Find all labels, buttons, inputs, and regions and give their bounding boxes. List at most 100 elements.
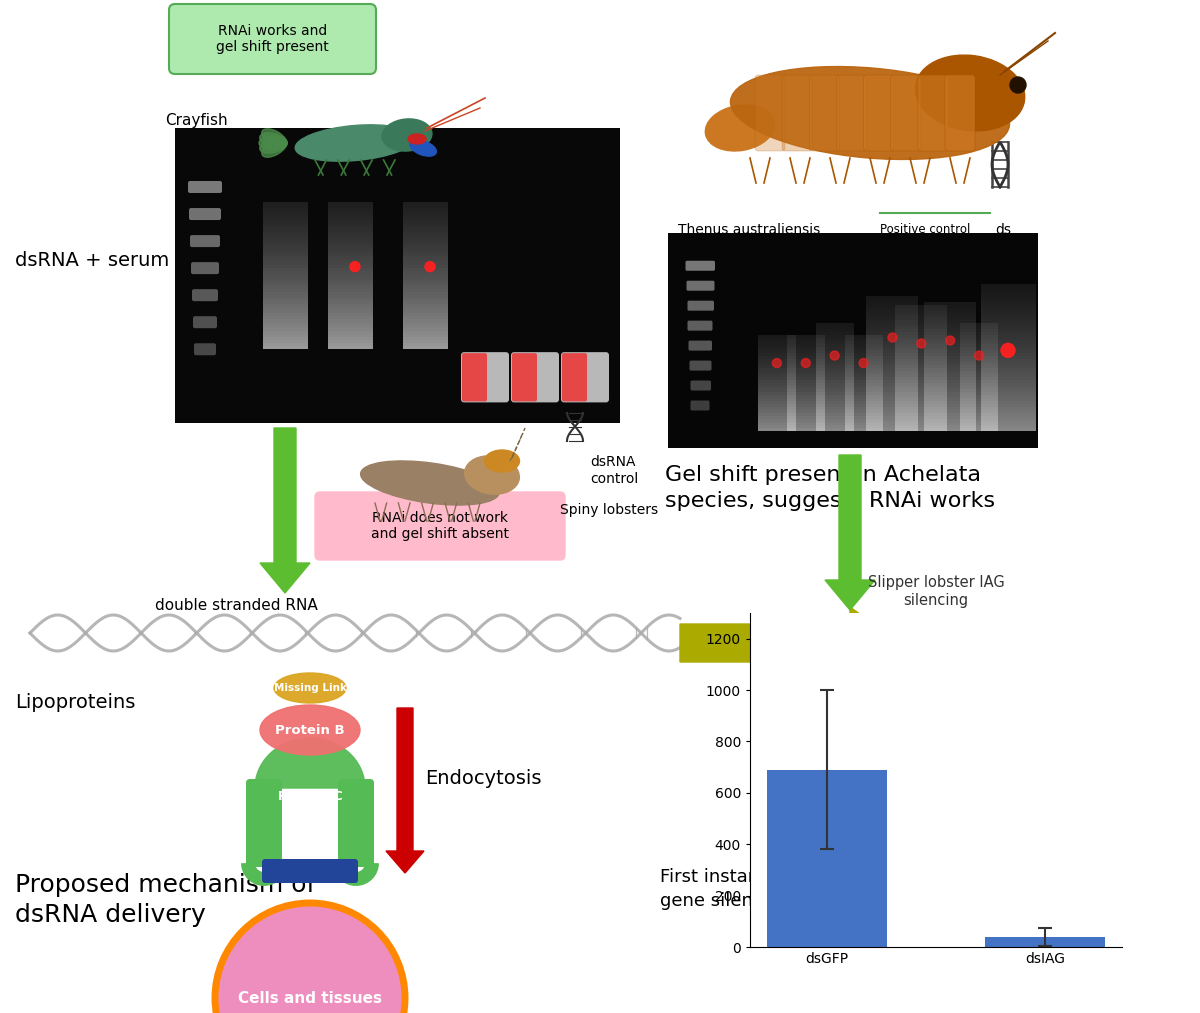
Ellipse shape <box>382 119 432 151</box>
Ellipse shape <box>916 55 1025 131</box>
Circle shape <box>888 333 896 342</box>
Bar <box>982 374 1036 377</box>
Bar <box>263 268 308 271</box>
Bar <box>982 290 1036 293</box>
Bar <box>895 332 947 335</box>
Bar <box>960 395 998 398</box>
Bar <box>845 362 882 365</box>
Bar <box>866 346 918 349</box>
Bar <box>866 302 918 305</box>
Bar <box>816 407 853 410</box>
Bar <box>960 329 998 332</box>
Bar <box>866 308 918 311</box>
Bar <box>403 301 448 304</box>
Bar <box>924 340 977 343</box>
Bar <box>982 401 1036 404</box>
Bar <box>982 371 1036 374</box>
Bar <box>328 295 373 298</box>
Circle shape <box>1010 77 1026 93</box>
Bar <box>845 424 882 427</box>
Bar <box>895 335 947 337</box>
Bar <box>845 398 882 401</box>
FancyBboxPatch shape <box>193 316 217 328</box>
FancyBboxPatch shape <box>755 75 785 151</box>
Bar <box>895 421 947 424</box>
Bar <box>866 404 918 407</box>
Bar <box>263 235 308 238</box>
Bar <box>263 284 308 287</box>
Bar <box>866 371 918 374</box>
Bar <box>866 377 918 380</box>
Text: Protein B: Protein B <box>275 723 344 736</box>
Bar <box>895 353 947 356</box>
FancyBboxPatch shape <box>562 353 610 402</box>
Bar <box>263 217 308 220</box>
Bar <box>982 418 1036 421</box>
Bar <box>982 326 1036 329</box>
Bar <box>263 346 308 349</box>
FancyBboxPatch shape <box>918 75 948 151</box>
Bar <box>328 304 373 307</box>
Bar <box>960 410 998 413</box>
Bar <box>960 362 998 365</box>
Bar <box>924 395 977 398</box>
Bar <box>328 290 373 292</box>
Bar <box>960 380 998 383</box>
Bar <box>328 215 373 217</box>
Bar <box>845 418 882 421</box>
Bar <box>403 298 448 301</box>
Bar <box>895 427 947 431</box>
Text: Proposed mechanism of
dsRNA delivery: Proposed mechanism of dsRNA delivery <box>14 873 316 927</box>
Bar <box>845 337 882 340</box>
Bar <box>263 278 308 281</box>
Bar <box>328 256 373 259</box>
Bar <box>895 346 947 349</box>
Bar <box>982 311 1036 314</box>
Bar <box>758 398 796 401</box>
Bar <box>263 229 308 232</box>
Bar <box>924 383 977 386</box>
Bar <box>982 287 1036 290</box>
Bar <box>845 371 882 374</box>
Bar <box>895 340 947 343</box>
Bar <box>263 215 308 217</box>
Bar <box>924 389 977 392</box>
Bar <box>924 349 977 353</box>
Bar <box>403 232 448 235</box>
FancyBboxPatch shape <box>685 260 715 270</box>
Bar <box>403 340 448 343</box>
Bar <box>924 371 977 374</box>
Bar <box>403 203 448 206</box>
Circle shape <box>917 339 926 348</box>
Bar <box>816 404 853 407</box>
Bar <box>758 418 796 421</box>
Bar <box>960 415 998 418</box>
Bar <box>982 410 1036 413</box>
Bar <box>960 386 998 389</box>
FancyBboxPatch shape <box>686 281 714 291</box>
Bar <box>328 241 373 244</box>
Bar <box>263 253 308 256</box>
Title: Slipper lobster IAG
silencing: Slipper lobster IAG silencing <box>868 575 1004 608</box>
Bar <box>403 328 448 331</box>
Bar <box>982 284 1036 287</box>
Ellipse shape <box>408 134 426 144</box>
Bar <box>924 401 977 404</box>
Bar <box>816 332 853 335</box>
Bar <box>982 404 1036 407</box>
Bar <box>328 229 373 232</box>
Bar <box>924 415 977 418</box>
Bar <box>816 329 853 332</box>
Bar <box>845 383 882 386</box>
Bar <box>263 281 308 284</box>
Bar <box>895 383 947 386</box>
Bar <box>982 365 1036 368</box>
Bar <box>982 356 1036 359</box>
Bar <box>403 235 448 238</box>
Bar <box>924 386 977 389</box>
Bar <box>328 287 373 290</box>
Bar <box>895 359 947 362</box>
Bar <box>982 305 1036 308</box>
Bar <box>982 293 1036 296</box>
Bar <box>787 427 824 431</box>
